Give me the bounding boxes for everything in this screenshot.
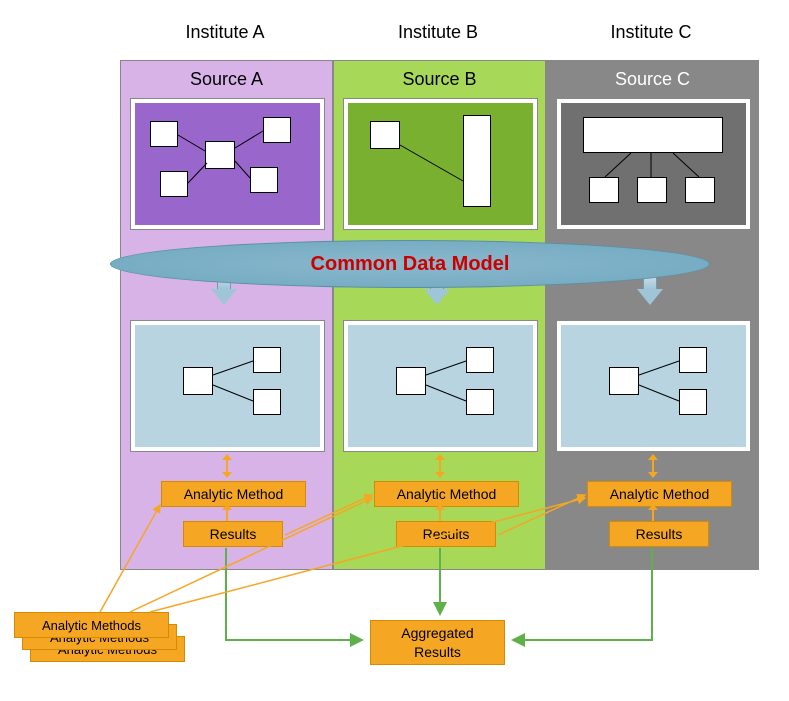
- column-b: Source B Analytic Method Results: [333, 60, 546, 570]
- node-box: [609, 367, 639, 395]
- node-box: [150, 121, 178, 147]
- results-box: Results: [396, 521, 496, 547]
- double-arrow-icon: [652, 459, 654, 473]
- source-title-a: Source A: [121, 69, 332, 90]
- analytic-method-box: Analytic Method: [161, 481, 306, 507]
- double-arrow-icon: [439, 459, 441, 473]
- node-box: [679, 389, 707, 415]
- node-box: [183, 367, 213, 395]
- analytic-method-box: Analytic Method: [374, 481, 519, 507]
- institute-header-b: Institute B: [338, 22, 538, 43]
- institute-header-a: Institute A: [125, 22, 325, 43]
- node-box: [685, 177, 715, 203]
- source-panel-c: [557, 99, 750, 229]
- analytic-methods-stack-1: Analytic Methods: [14, 612, 169, 638]
- column-a: Source A Analytic Method Results: [120, 60, 333, 570]
- node-box: [637, 177, 667, 203]
- analytic-method-box: Analytic Method: [587, 481, 732, 507]
- cdm-panel-c: [557, 321, 750, 451]
- cdm-panel-b: [344, 321, 537, 451]
- node-box: [583, 117, 723, 153]
- source-title-b: Source B: [334, 69, 545, 90]
- node-box: [370, 121, 400, 149]
- common-data-model-ellipse: Common Data Model: [110, 240, 710, 288]
- node-box: [250, 167, 278, 193]
- source-panel-a: [131, 99, 324, 229]
- node-box: [263, 117, 291, 143]
- agg-results-label: Aggregated Results: [401, 624, 473, 660]
- node-box: [253, 347, 281, 373]
- node-box: [463, 115, 491, 207]
- node-box: [589, 177, 619, 203]
- cdm-label: Common Data Model: [311, 253, 510, 276]
- node-box: [679, 347, 707, 373]
- node-box: [205, 141, 235, 169]
- source-title-c: Source C: [547, 69, 758, 90]
- cdm-panel-a: [131, 321, 324, 451]
- connector-lines: [135, 325, 320, 447]
- column-c: Source C Analytic Method Results: [546, 60, 759, 570]
- connector-lines: [561, 325, 746, 447]
- results-box: Results: [183, 521, 283, 547]
- node-box: [160, 171, 188, 197]
- connector-lines: [348, 325, 533, 447]
- node-box: [466, 347, 494, 373]
- node-box: [396, 367, 426, 395]
- source-panel-b: [344, 99, 537, 229]
- node-box: [253, 389, 281, 415]
- aggregated-results-box: Aggregated Results: [370, 620, 505, 665]
- institute-header-c: Institute C: [551, 22, 751, 43]
- results-box: Results: [609, 521, 709, 547]
- node-box: [466, 389, 494, 415]
- double-arrow-icon: [226, 459, 228, 473]
